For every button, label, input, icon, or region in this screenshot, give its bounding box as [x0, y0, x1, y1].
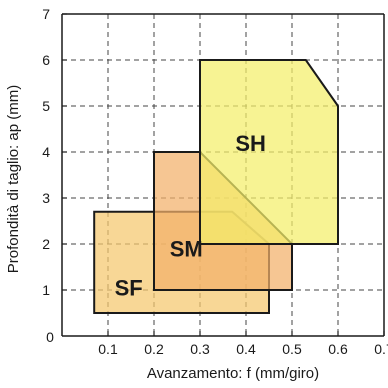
y-axis-title: Profondità di taglio: ap (mm): [5, 85, 22, 273]
region-label-sf: SF: [115, 276, 143, 301]
y-tick-label: 3: [42, 190, 50, 206]
y-tick-label: 5: [42, 98, 50, 114]
y-tick-label: 6: [42, 52, 50, 68]
origin-label: 0: [46, 329, 54, 345]
y-tick-label: 7: [42, 6, 50, 22]
region-label-sh: SH: [235, 131, 266, 156]
x-tick-label: 0.4: [236, 341, 256, 357]
region-sh: [199, 59, 339, 245]
x-tick-label: 0.7: [374, 341, 388, 357]
x-axis-title: Avanzamento: f (mm/giro): [147, 365, 319, 382]
x-tick-label: 0.6: [328, 341, 348, 357]
region-label-sm: SM: [170, 237, 203, 262]
x-tick-label: 0.2: [144, 341, 164, 357]
region-labels: SF SM SH: [115, 131, 266, 301]
y-tick-label: 2: [42, 236, 50, 252]
axes: [61, 13, 385, 337]
y-tick-label: 1: [42, 282, 50, 298]
x-tick-label: 0.3: [190, 341, 210, 357]
y-tick-label: 4: [42, 144, 50, 160]
ticks: 0.1 0.2 0.3 0.4 0.5 0.6 0.7 1 2 3 4 5 6 7: [42, 6, 388, 357]
x-tick-label: 0.1: [98, 341, 118, 357]
x-tick-label: 0.5: [282, 341, 302, 357]
regions: [93, 59, 339, 314]
